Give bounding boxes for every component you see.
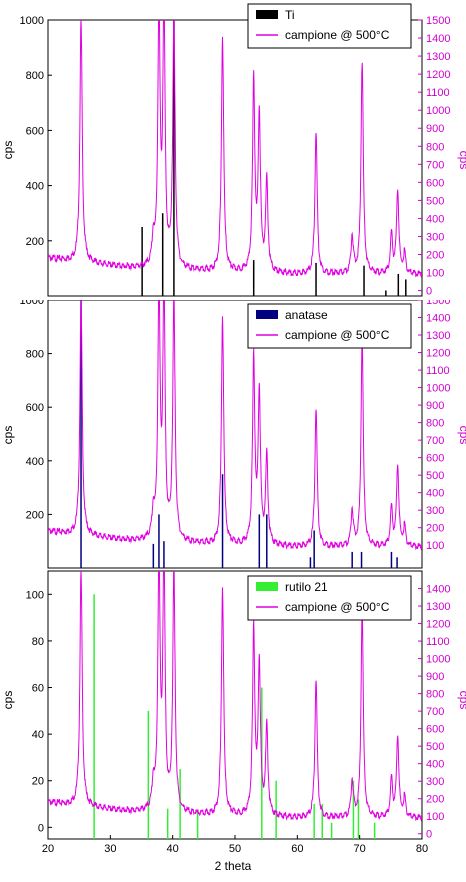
y-tick-label: 200	[26, 236, 44, 248]
ti-panel: 200 400 600 800 1000 0 100 200 300 400 500 600 700 80…	[1, 3, 466, 298]
y2-tick-label: 1100	[426, 365, 450, 377]
y-axis-title: cps	[1, 426, 15, 445]
y2-tick-label: 500	[426, 195, 444, 207]
legend: anatase campione @ 500°C	[247, 303, 412, 349]
legend: Ti campione @ 500°C	[247, 3, 412, 49]
y2-axis-title: cps	[457, 426, 466, 445]
y2-tick-label: 1400	[426, 33, 450, 45]
x-axis-title: 2 theta	[215, 859, 252, 873]
y2-tick-label: 1400	[426, 313, 450, 325]
y-axis-title: cps	[1, 141, 15, 160]
y2-tick-label: 900	[426, 671, 444, 683]
y2-tick-label: 1300	[426, 601, 450, 613]
y2-tick-label: 900	[426, 123, 444, 135]
rutile-panel: 0204060801000100200300400500600700800900…	[1, 570, 466, 873]
y-tick-label: 1000	[20, 15, 44, 27]
y2-tick-label: 1500	[426, 300, 450, 307]
y2-tick-label: 100	[426, 811, 444, 823]
y-tick-label: 600	[26, 402, 44, 414]
y2-tick-label: 200	[426, 523, 444, 535]
x-tick-label: 30	[104, 843, 116, 855]
y2-tick-label: 300	[426, 231, 444, 243]
y2-tick-label: 0	[426, 829, 432, 841]
y2-tick-label: 1300	[426, 330, 450, 342]
y2-tick-label: 700	[426, 706, 444, 718]
y2-tick-label: 400	[426, 213, 444, 225]
y2-tick-label: 1400	[426, 584, 450, 596]
y2-tick-label: 600	[426, 177, 444, 189]
y2-tick-label: 1000	[426, 105, 450, 117]
scan-line	[48, 20, 422, 278]
y2-tick-label: 200	[426, 250, 444, 262]
y2-tick-label: 1500	[426, 15, 450, 27]
legend-label-reference: rutilo 21	[285, 580, 328, 594]
y2-tick-label: 1200	[426, 348, 450, 360]
y-tick-label: 60	[32, 683, 44, 695]
legend-label-scan: campione @ 500°C	[285, 28, 390, 42]
x-tick-label: 40	[167, 843, 179, 855]
y2-tick-label: 300	[426, 776, 444, 788]
y2-tick-label: 400	[426, 759, 444, 771]
y-tick-label: 400	[26, 181, 44, 193]
y2-tick-label: 400	[426, 488, 444, 500]
y2-tick-label: 1300	[426, 51, 450, 63]
x-tick-label: 60	[291, 843, 303, 855]
y2-tick-label: 1200	[426, 69, 450, 81]
legend-label-reference: Ti	[285, 8, 295, 22]
legend-swatch-reference	[256, 10, 278, 19]
y2-tick-label: 700	[426, 435, 444, 447]
legend-label-scan: campione @ 500°C	[285, 328, 390, 342]
y2-tick-label: 200	[426, 794, 444, 806]
legend-label-reference: anatase	[285, 308, 328, 322]
anatase-panel: 200 400 600 800 1000 100 200 300 400 500 600 700 800…	[1, 300, 466, 569]
legend-swatch-reference	[256, 582, 278, 591]
scan-line	[48, 571, 422, 822]
y-tick-label: 1000	[20, 300, 44, 307]
y2-tick-label: 0	[426, 286, 432, 298]
x-tick-label: 20	[42, 843, 54, 855]
x-tick-label: 70	[354, 843, 366, 855]
y2-tick-label: 500	[426, 741, 444, 753]
y2-tick-label: 1000	[426, 654, 450, 666]
y2-tick-label: 1200	[426, 619, 450, 631]
y-tick-label: 400	[26, 456, 44, 468]
scan-line	[48, 300, 422, 551]
y-axis-title: cps	[1, 691, 15, 710]
plot-frame	[47, 19, 423, 297]
y-tick-label: 40	[32, 729, 44, 741]
y2-tick-label: 600	[426, 453, 444, 465]
y2-tick-label: 800	[426, 141, 444, 153]
y2-axis-title: cps	[457, 151, 466, 170]
y-tick-label: 20	[32, 776, 44, 788]
y2-tick-label: 600	[426, 724, 444, 736]
y-tick-label: 800	[26, 70, 44, 82]
y2-tick-label: 300	[426, 505, 444, 517]
y2-axis-title: cps	[457, 691, 466, 710]
y-tick-label: 80	[32, 636, 44, 648]
plot-frame	[47, 300, 423, 569]
legend-label-scan: campione @ 500°C	[285, 600, 390, 614]
legend-swatch-reference	[256, 310, 278, 319]
y2-tick-label: 900	[426, 400, 444, 412]
y-tick-label: 100	[26, 589, 44, 601]
y2-tick-label: 500	[426, 470, 444, 482]
y-tick-label: 800	[26, 349, 44, 361]
y-tick-label: 0	[38, 822, 44, 834]
legend: rutilo 21 campione @ 500°C	[247, 575, 412, 621]
y2-tick-label: 800	[426, 418, 444, 430]
y2-tick-label: 100	[426, 540, 444, 552]
y2-tick-label: 1100	[426, 87, 450, 99]
x-tick-label: 80	[416, 843, 428, 855]
y2-tick-label: 800	[426, 689, 444, 701]
y2-tick-label: 1000	[426, 383, 450, 395]
y-tick-label: 200	[26, 509, 44, 521]
y2-tick-label: 100	[426, 268, 444, 280]
y2-tick-label: 700	[426, 159, 444, 171]
x-tick-label: 50	[229, 843, 241, 855]
y-tick-label: 600	[26, 125, 44, 137]
y2-tick-label: 1100	[426, 636, 450, 648]
